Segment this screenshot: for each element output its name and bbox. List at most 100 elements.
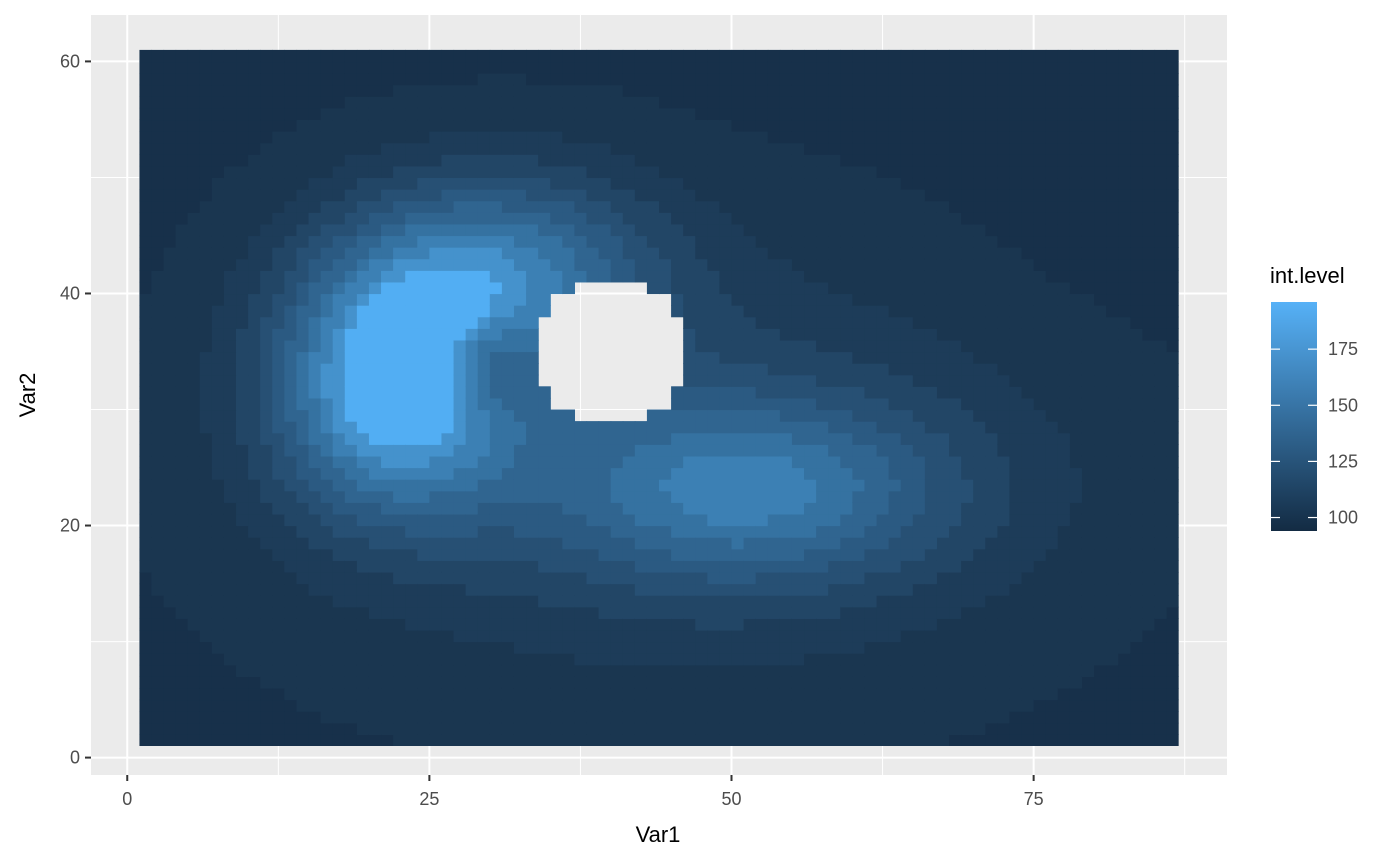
contour-cell xyxy=(755,606,769,619)
contour-cell xyxy=(356,699,370,712)
contour-cell xyxy=(707,165,721,179)
contour-cell xyxy=(441,316,455,329)
contour-cell xyxy=(828,664,841,677)
contour-cell xyxy=(393,84,406,97)
contour-cell xyxy=(320,606,334,619)
contour-cell xyxy=(429,351,443,364)
contour-cell xyxy=(852,595,866,608)
contour-cell xyxy=(1009,560,1023,573)
contour-cell xyxy=(900,49,914,63)
contour-cell xyxy=(900,687,914,701)
contour-cell xyxy=(864,641,878,654)
contour-cell xyxy=(187,281,201,295)
contour-cell xyxy=(961,490,974,503)
contour-cell xyxy=(1081,479,1095,492)
contour-cell xyxy=(864,711,878,724)
contour-cell xyxy=(816,223,829,237)
contour-cell xyxy=(1045,386,1059,399)
contour-cell xyxy=(1045,189,1059,202)
contour-cell xyxy=(683,676,696,689)
contour-cell xyxy=(1009,142,1023,155)
contour-cell xyxy=(284,618,298,631)
contour-cell xyxy=(924,455,938,469)
contour-cell xyxy=(139,560,153,573)
contour-cell xyxy=(175,444,189,457)
contour-cell xyxy=(985,444,998,457)
contour-cell xyxy=(501,177,515,190)
contour-cell xyxy=(864,664,878,677)
contour-cell xyxy=(465,676,479,689)
contour-cell xyxy=(187,316,201,329)
contour-cell xyxy=(562,722,576,735)
contour-cell xyxy=(610,699,624,712)
contour-cell xyxy=(707,223,721,237)
contour-cell xyxy=(646,502,660,515)
contour-cell xyxy=(767,513,781,527)
contour-cell xyxy=(332,409,346,422)
contour-cell xyxy=(864,200,878,213)
contour-cell xyxy=(1033,247,1047,260)
contour-cell xyxy=(429,409,443,422)
contour-cell xyxy=(646,606,660,619)
contour-cell xyxy=(477,537,491,550)
contour-cell xyxy=(659,107,672,121)
contour-cell xyxy=(973,200,986,213)
contour-cell xyxy=(199,606,213,619)
contour-cell xyxy=(344,49,358,63)
contour-cell xyxy=(151,629,165,643)
contour-cell xyxy=(489,281,503,295)
contour-cell xyxy=(223,653,237,666)
contour-cell xyxy=(973,154,986,167)
contour-cell xyxy=(779,212,793,225)
contour-cell xyxy=(381,61,394,74)
contour-cell xyxy=(163,455,177,469)
contour-cell xyxy=(1142,455,1156,469)
contour-cell xyxy=(501,212,515,225)
contour-cell xyxy=(356,270,370,283)
contour-cell xyxy=(828,258,841,271)
contour-cell xyxy=(139,165,153,179)
contour-cell xyxy=(1021,455,1035,469)
contour-cell xyxy=(260,676,273,689)
contour-cell xyxy=(405,513,418,527)
contour-cell xyxy=(767,676,781,689)
contour-cell xyxy=(804,397,817,411)
contour-cell xyxy=(393,699,406,712)
contour-cell xyxy=(417,722,430,735)
contour-cell xyxy=(936,397,950,411)
contour-cell xyxy=(912,247,926,260)
contour-cell xyxy=(804,73,817,86)
contour-cell xyxy=(586,73,600,86)
contour-cell xyxy=(344,84,358,97)
contour-cell xyxy=(634,258,648,271)
contour-cell xyxy=(223,421,237,434)
contour-cell xyxy=(852,490,866,503)
contour-cell xyxy=(1033,363,1047,376)
contour-cell xyxy=(320,61,334,74)
contour-cell xyxy=(151,142,165,155)
contour-cell xyxy=(840,548,853,561)
contour-cell xyxy=(791,595,805,608)
contour-cell xyxy=(344,351,358,364)
contour-cell xyxy=(1045,96,1059,109)
contour-cell xyxy=(586,513,600,527)
contour-cell xyxy=(139,676,153,689)
contour-cell xyxy=(1045,235,1059,248)
contour-cell xyxy=(864,142,878,155)
contour-cell xyxy=(550,73,563,86)
contour-cell xyxy=(1009,502,1023,515)
contour-cell xyxy=(1106,490,1119,503)
contour-cell xyxy=(900,363,914,376)
contour-cell xyxy=(1045,653,1059,666)
contour-cell xyxy=(598,595,612,608)
contour-cell xyxy=(1021,270,1035,283)
contour-cell xyxy=(779,142,793,155)
contour-cell xyxy=(332,363,346,376)
contour-cell xyxy=(743,154,757,167)
contour-cell xyxy=(260,421,273,434)
contour-cell xyxy=(139,629,153,643)
contour-cell xyxy=(864,397,878,411)
contour-cell xyxy=(1057,444,1071,457)
contour-cell xyxy=(513,235,527,248)
contour-cell xyxy=(816,618,829,631)
